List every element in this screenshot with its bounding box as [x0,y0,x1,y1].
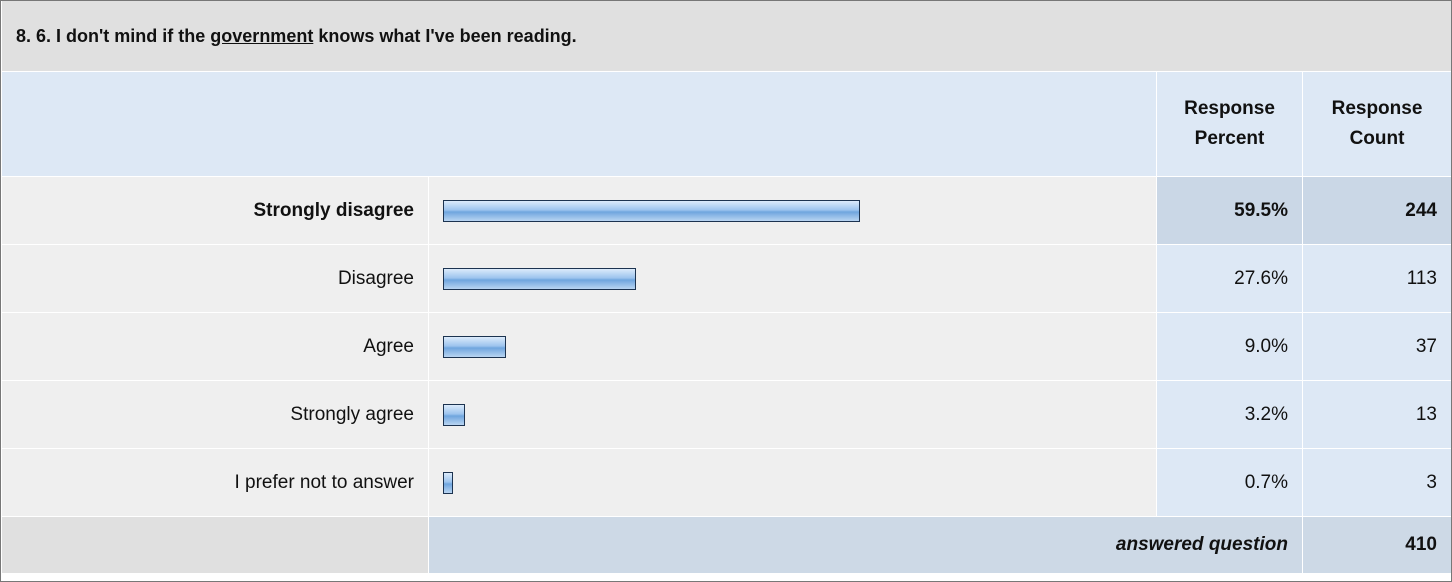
header-blank [1,71,1157,177]
answer-label: Strongly disagree [1,176,429,245]
response-count: 3 [1302,448,1451,517]
response-count: 37 [1302,312,1451,381]
answer-label: Strongly agree [1,380,429,449]
response-percent: 27.6% [1156,244,1303,313]
response-percent: 3.2% [1156,380,1303,449]
result-row: Disagree 27.6% 113 [1,244,1451,313]
answered-label: answered question [1115,534,1288,555]
percent-bar [443,199,860,222]
footer-label: answered question [428,516,1303,574]
percent-bar [443,471,453,494]
result-row: I prefer not to answer 0.7% 3 [1,448,1451,517]
answer-label: Agree [1,312,429,381]
percent-bar [443,335,506,358]
response-percent: 0.7% [1156,448,1303,517]
title-text: knows what I've been reading. [313,25,577,46]
response-count: 13 [1302,380,1451,449]
footer-count: 410 [1302,516,1451,574]
answer-label: I prefer not to answer [1,448,429,517]
answer-label: Disagree [1,244,429,313]
percent-bar [443,267,637,290]
response-percent: 59.5% [1156,176,1303,245]
response-count: 113 [1302,244,1451,313]
percent-bar [443,403,466,426]
result-row: Agree 9.0% 37 [1,312,1451,381]
bar-cell [428,176,1157,245]
result-row: Strongly agree 3.2% 13 [1,380,1451,449]
bar-cell [428,380,1157,449]
response-percent: 9.0% [1156,312,1303,381]
bar-cell [428,244,1157,313]
footer-blank [1,516,429,574]
question-title: 8. 6. I don't mind if the government kno… [1,1,1451,72]
response-count: 244 [1302,176,1451,245]
title-link[interactable]: government [210,25,314,46]
bar-cell [428,448,1157,517]
header-count: Response Count [1302,71,1451,177]
bar-cell [428,312,1157,381]
title-text: 8. 6. I don't mind if the [16,25,211,46]
result-row: Strongly disagree 59.5% 244 [1,176,1451,245]
header-percent: Response Percent [1156,71,1303,177]
